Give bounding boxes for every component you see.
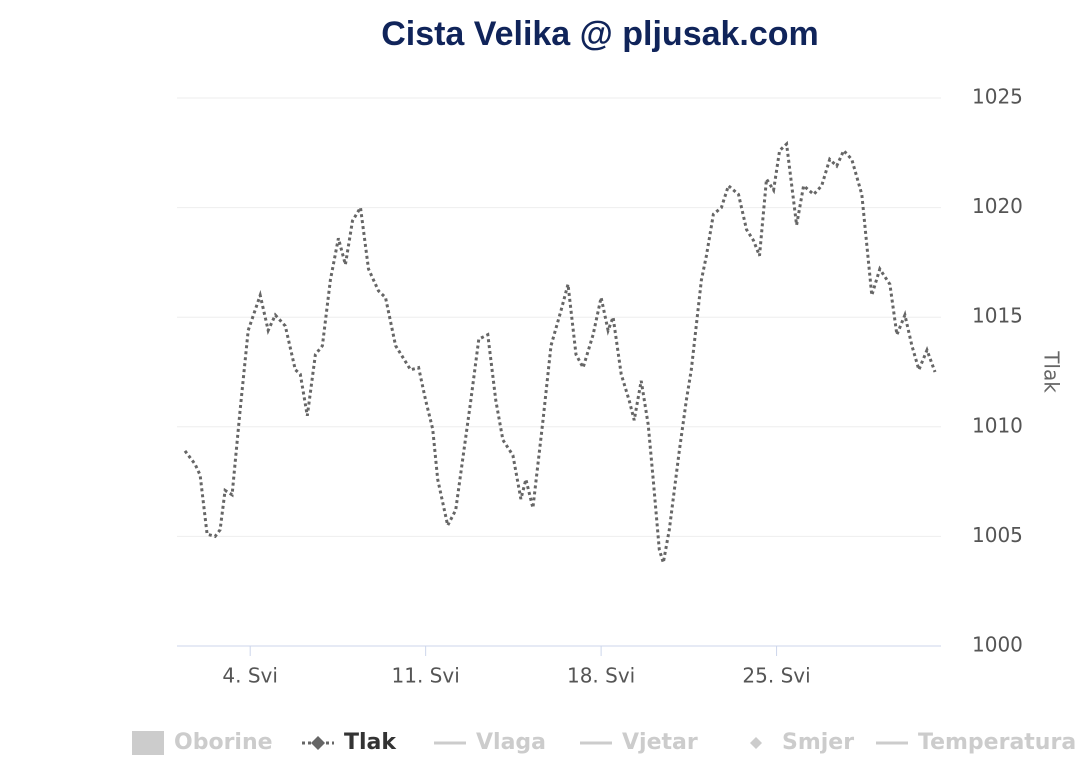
x-tick-label: 25. Svi [742,664,810,688]
legend-label[interactable]: Vlaga [476,730,546,755]
y-tick-label: 1005 [972,523,1023,547]
data-line [183,140,937,564]
y-tick-label: 1025 [972,85,1023,109]
y-tick-label: 1020 [972,194,1023,218]
legend-symbol [132,731,164,755]
x-tick-label: 4. Svi [222,664,278,688]
legend-symbol [750,737,762,749]
chart-title: Cista Velika @ pljusak.com [381,15,819,53]
legend-label[interactable]: Vjetar [622,730,698,755]
legend-label[interactable]: Oborine [174,730,273,755]
x-tick-label: 11. Svi [392,664,460,688]
legend-symbol [311,736,325,750]
y-tick-label: 1000 [972,633,1023,657]
y-tick-label: 1015 [972,304,1023,328]
legend-label[interactable]: Smjer [782,730,854,755]
legend-label[interactable]: Tlak [344,730,397,755]
y-axis-title: Tlak [1040,350,1064,393]
legend-label[interactable]: Temperatura [918,730,1076,755]
x-tick-label: 18. Svi [567,664,635,688]
y-tick-label: 1010 [972,413,1023,437]
